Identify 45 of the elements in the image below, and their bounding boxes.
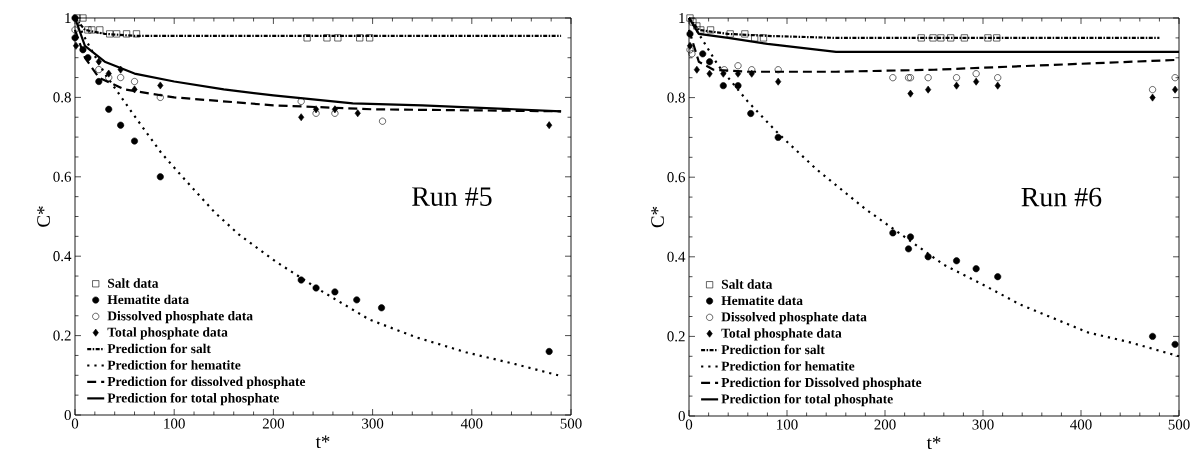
legend-label: Prediction for hematite xyxy=(721,361,855,371)
y-axis-title: C* xyxy=(651,206,664,228)
y-tick-label: 0.4 xyxy=(53,251,72,262)
x-tick-label: 300 xyxy=(362,418,384,429)
x-tick-label: 200 xyxy=(262,418,285,429)
x-tick-label: 400 xyxy=(1070,419,1092,430)
legend-label: Salt data xyxy=(721,279,773,289)
y-axis-title: C* xyxy=(37,206,50,227)
y-tick-label: 0.2 xyxy=(53,330,71,341)
x-tick-label: 400 xyxy=(460,418,483,429)
y-tick-label: 0.8 xyxy=(53,92,71,103)
legend-label: Hematite data xyxy=(721,295,803,306)
legend-label: Prediction for hematite xyxy=(107,360,241,370)
x-axis-title: t* xyxy=(926,436,941,450)
legend-label: Prediction for salt xyxy=(107,343,211,354)
x-tick-label: 100 xyxy=(777,419,798,430)
legend-label: Salt data xyxy=(108,278,159,288)
legend-label: Prediction for Dissolved phosphate xyxy=(721,377,922,390)
y-tick-label: 0.8 xyxy=(667,92,685,103)
y-tick-label: 0.4 xyxy=(667,251,686,262)
x-tick-label: 0 xyxy=(71,418,79,429)
x-axis-title: t* xyxy=(315,435,330,449)
legend-label: Prediction for salt xyxy=(721,344,825,355)
y-tick-label: 0.2 xyxy=(667,331,685,342)
annotation: Run #5 xyxy=(412,187,492,206)
x-tick-label: 500 xyxy=(560,418,582,429)
legend-label: Dissolved phosphate data xyxy=(107,310,253,324)
legend-label: Prediction for dissolved phosphate xyxy=(107,376,306,389)
legend-label: Prediction for total phosphate xyxy=(721,393,893,407)
legend-label: Total phosphate data xyxy=(721,328,842,341)
legend-label: Prediction for total phosphate xyxy=(107,392,279,406)
x-tick-label: 100 xyxy=(164,418,185,429)
y-tick-label: 1 xyxy=(679,13,685,23)
legend-label: Total phosphate data xyxy=(107,327,228,340)
y-tick-label: 0.6 xyxy=(53,171,72,182)
y-tick-label: 1 xyxy=(65,13,71,23)
x-tick-label: 300 xyxy=(972,419,994,430)
y-tick-label: 0 xyxy=(64,409,71,421)
legend-label: Hematite data xyxy=(107,294,189,305)
annotation: Run #6 xyxy=(1021,187,1102,207)
x-tick-label: 500 xyxy=(1168,419,1190,430)
x-tick-label: 200 xyxy=(874,419,896,430)
legend-label: Dissolved phosphate data xyxy=(721,311,867,325)
y-tick-label: 0.6 xyxy=(667,172,686,183)
x-tick-label: 0 xyxy=(685,419,693,430)
